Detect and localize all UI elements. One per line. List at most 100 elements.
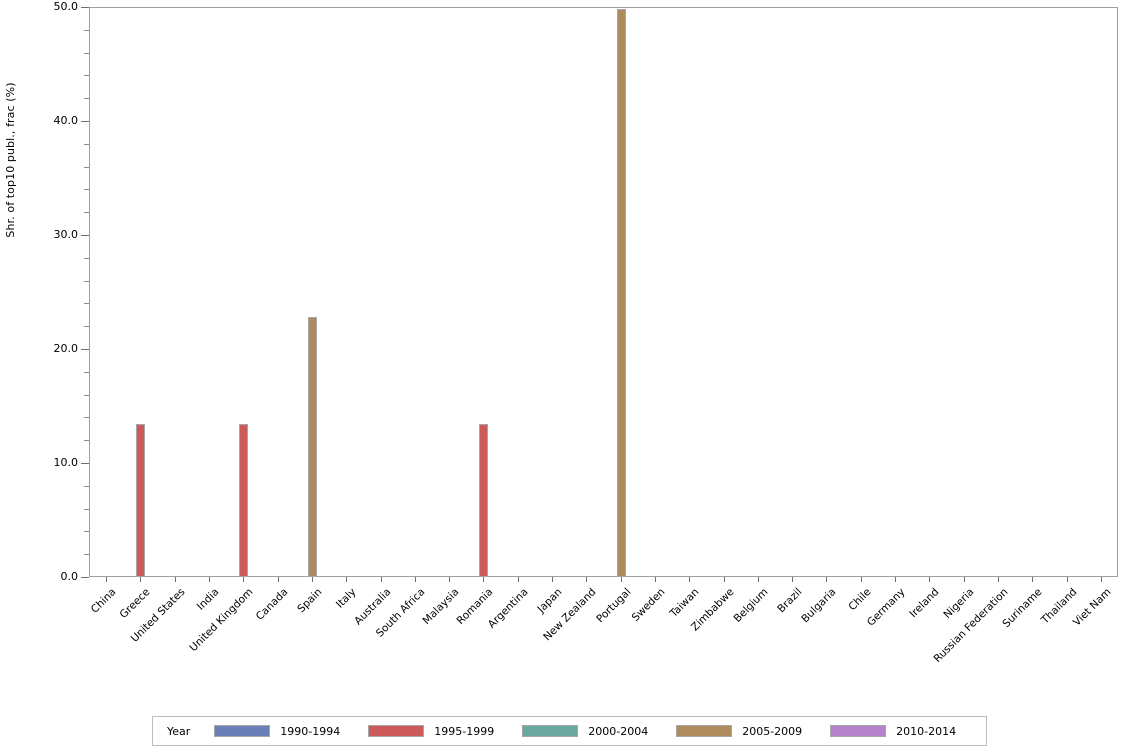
- legend-entry-list: 1990-1994 1995-1999 2000-2004 2005-2009 2010…: [214, 725, 984, 738]
- y-minor-tick-mark: [84, 166, 89, 168]
- y-minor-tick-mark: [84, 280, 89, 282]
- y-tick-mark: [81, 121, 89, 122]
- legend-label: 2005-2009: [742, 724, 803, 738]
- legend-swatch: [214, 725, 271, 737]
- x-tick-mark: [621, 577, 622, 582]
- y-minor-tick-mark: [84, 257, 89, 259]
- bar: [478, 424, 488, 577]
- y-tick-mark: [81, 577, 89, 578]
- y-minor-tick-mark: [84, 485, 89, 487]
- y-minor-tick-mark: [84, 75, 89, 77]
- bar: [307, 317, 317, 577]
- legend-entry[interactable]: 2010-2014: [830, 725, 956, 738]
- x-tick-mark: [449, 577, 450, 582]
- x-tick-mark: [792, 577, 793, 582]
- x-tick-mark: [209, 577, 210, 582]
- y-minor-tick-mark: [84, 440, 89, 442]
- x-tick-mark: [1101, 577, 1102, 582]
- x-tick-label: India: [194, 586, 222, 613]
- x-tick-mark: [998, 577, 999, 582]
- legend: Year 1990-1994 1995-1999 2000-2004 2005-200…: [152, 716, 987, 746]
- y-minor-tick-mark: [84, 371, 89, 373]
- y-minor-tick-mark: [84, 29, 89, 31]
- y-tick-label: 40.0: [53, 114, 79, 127]
- x-tick-label: Greece: [117, 586, 153, 621]
- plot-frame: [89, 7, 1118, 577]
- y-minor-tick-mark: [84, 326, 89, 328]
- x-tick-mark: [724, 577, 725, 582]
- y-minor-tick-mark: [84, 212, 89, 214]
- x-tick-mark: [689, 577, 690, 582]
- y-tick-label: 20.0: [53, 342, 79, 355]
- x-tick-label: Bulgaria: [799, 586, 839, 626]
- x-tick-mark: [483, 577, 484, 582]
- legend-label: 1995-1999: [434, 724, 495, 738]
- y-tick-label: 0.0: [60, 570, 79, 583]
- y-minor-tick-mark: [84, 189, 89, 191]
- x-tick-mark: [518, 577, 519, 582]
- y-minor-tick-mark: [84, 417, 89, 419]
- legend-label: 2010-2014: [896, 724, 957, 738]
- x-tick-mark: [415, 577, 416, 582]
- x-tick-label: United Kingdom: [187, 586, 256, 655]
- x-tick-mark: [243, 577, 244, 582]
- x-tick-label: Sweden: [629, 586, 668, 624]
- legend-swatch: [676, 725, 733, 737]
- x-tick-mark: [346, 577, 347, 582]
- y-minor-tick-mark: [84, 143, 89, 145]
- x-tick-mark: [1067, 577, 1068, 582]
- legend-swatch: [522, 725, 579, 737]
- y-minor-tick-mark: [84, 303, 89, 305]
- x-tick-label: Ireland: [907, 586, 942, 621]
- legend-entry[interactable]: 2005-2009: [676, 725, 802, 738]
- legend-swatch: [368, 725, 425, 737]
- x-tick-label: Spain: [295, 586, 325, 616]
- x-tick-label: Japan: [535, 586, 565, 616]
- x-tick-mark: [655, 577, 656, 582]
- x-tick-mark: [895, 577, 896, 582]
- legend-entry[interactable]: 2000-2004: [522, 725, 648, 738]
- y-tick-mark: [81, 7, 89, 8]
- x-tick-label: Chile: [846, 586, 874, 614]
- y-tick-label: 50.0: [53, 0, 79, 13]
- y-axis-title: Shr. of top10 publ., frac (%): [4, 82, 17, 238]
- x-tick-label: Taiwan: [667, 586, 702, 620]
- legend-label: 1990-1994: [280, 724, 341, 738]
- y-minor-tick-mark: [84, 508, 89, 510]
- x-tick-mark: [175, 577, 176, 582]
- y-tick-label: 30.0: [53, 228, 79, 241]
- legend-entry[interactable]: 1990-1994: [214, 725, 340, 738]
- x-tick-label: Malaysia: [420, 586, 462, 627]
- bar: [135, 424, 145, 577]
- y-tick-label: 10.0: [53, 456, 79, 469]
- x-tick-mark: [758, 577, 759, 582]
- x-tick-mark: [964, 577, 965, 582]
- x-tick-mark: [552, 577, 553, 582]
- x-tick-mark: [826, 577, 827, 582]
- y-minor-tick-mark: [84, 531, 89, 533]
- x-tick-mark: [312, 577, 313, 582]
- x-tick-mark: [929, 577, 930, 582]
- x-tick-label: China: [88, 586, 119, 616]
- y-tick-mark: [81, 463, 89, 464]
- x-tick-mark: [106, 577, 107, 582]
- y-minor-tick-mark: [84, 98, 89, 100]
- legend-label: 2000-2004: [588, 724, 649, 738]
- y-minor-tick-mark: [84, 394, 89, 396]
- x-tick-label: Brazil: [775, 586, 805, 616]
- legend-title: Year: [167, 724, 191, 738]
- y-minor-tick-mark: [84, 554, 89, 556]
- legend-entry[interactable]: 1995-1999: [368, 725, 494, 738]
- x-tick-mark: [381, 577, 382, 582]
- x-tick-mark: [1032, 577, 1033, 582]
- plot-area: [89, 7, 1118, 577]
- x-tick-mark: [278, 577, 279, 582]
- x-tick-mark: [586, 577, 587, 582]
- x-tick-mark: [140, 577, 141, 582]
- x-tick-mark: [861, 577, 862, 582]
- bar: [616, 9, 626, 577]
- legend-swatch: [830, 725, 887, 737]
- x-tick-label: Belgium: [731, 586, 771, 625]
- bar: [238, 424, 248, 577]
